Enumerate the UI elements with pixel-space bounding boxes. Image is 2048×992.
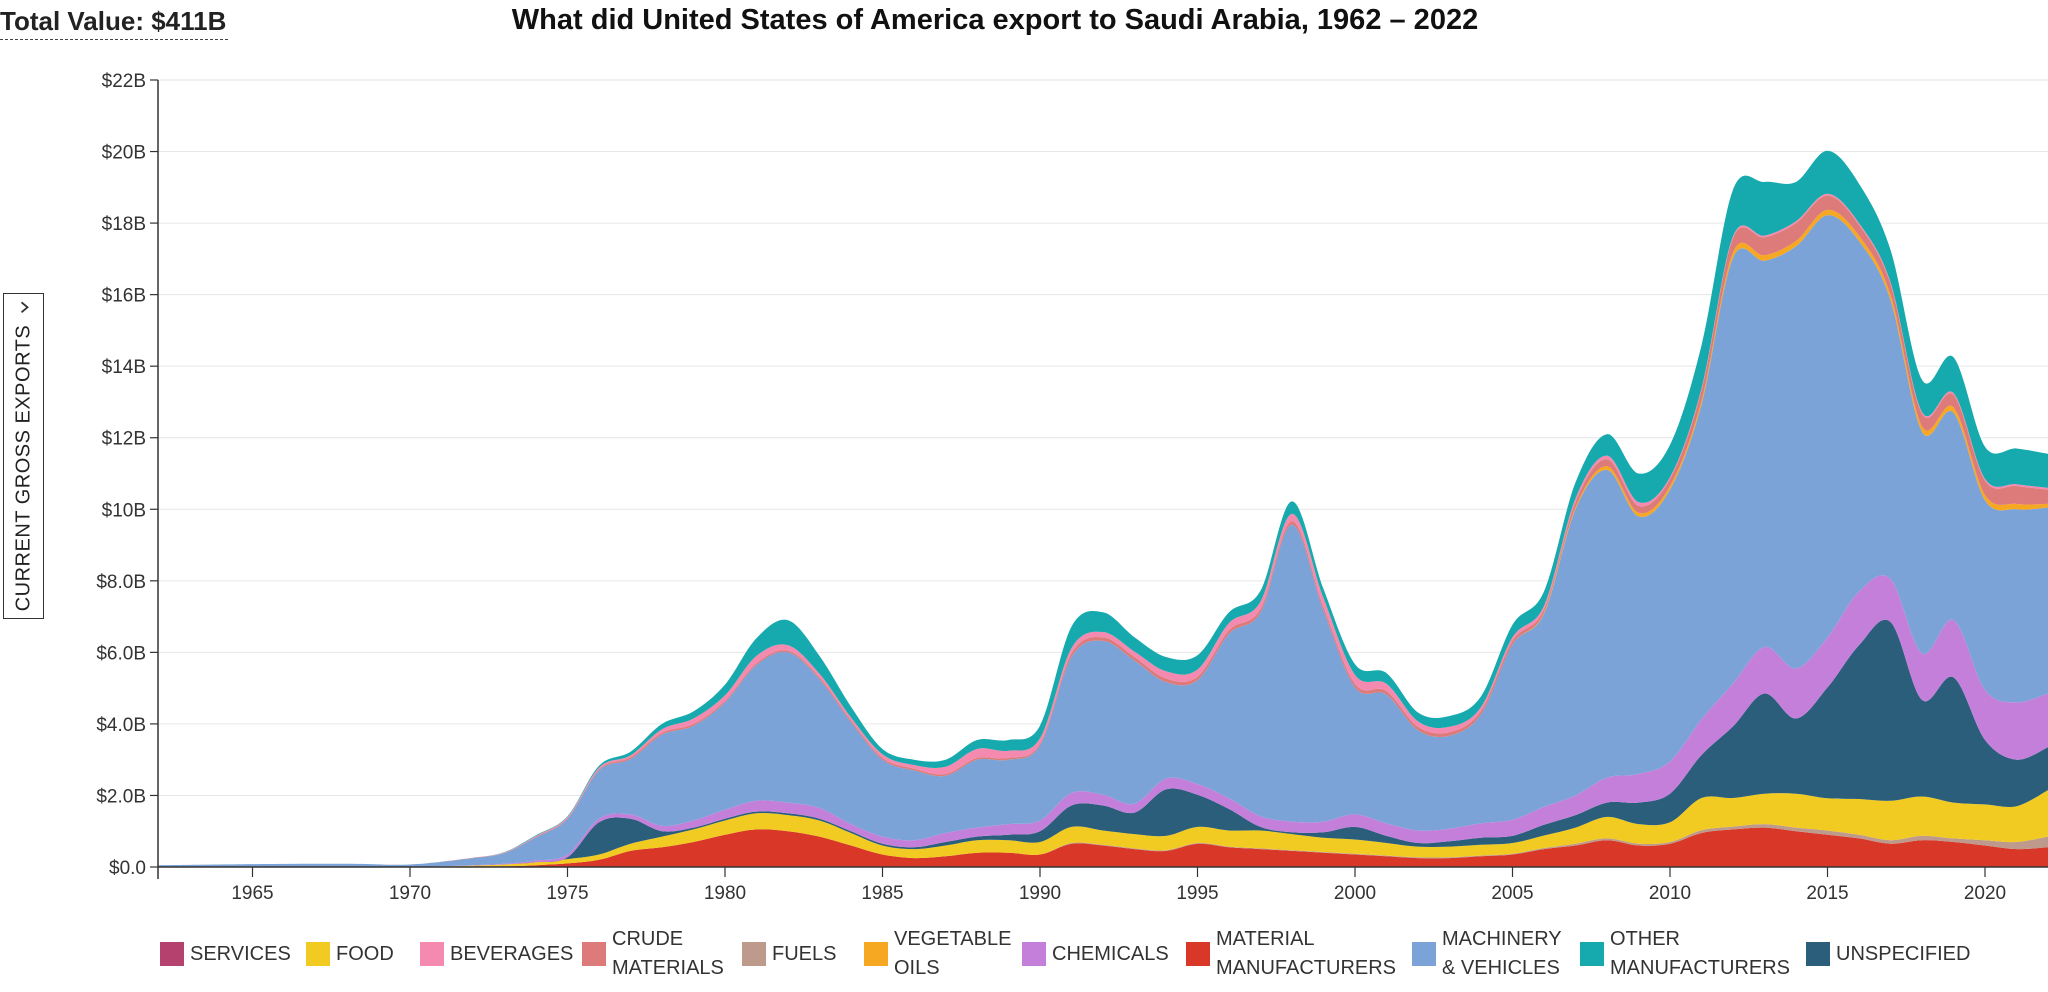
x-tick-label: 2010 [1649, 883, 1691, 900]
legend-label: SERVICES [190, 942, 291, 965]
legend-label: VEGETABLE OILS [894, 928, 1012, 979]
measure-selector-button[interactable]: CURRENT GROSS EXPORTS [3, 293, 44, 619]
legend-item[interactable]: CRUDE MATERIALS [582, 924, 724, 984]
y-tick-label: $18B [102, 214, 146, 235]
legend-swatch [1022, 942, 1046, 966]
legend-label: FOOD [336, 942, 394, 965]
y-tick-label: $0.0 [109, 858, 146, 879]
legend-item[interactable]: OTHER MANUFACTURERS [1580, 924, 1790, 984]
x-axis-ticks: 1965 1970 1975 1980 1985 1990 1995 2000 2005 2010… [231, 867, 2006, 900]
legend-swatch [1580, 942, 1604, 966]
area-chemicals[interactable] [158, 575, 2048, 868]
legend-item[interactable]: UNSPECIFIED [1806, 924, 1970, 984]
legend-item[interactable]: MACHINERY & VEHICLES [1412, 924, 1562, 984]
x-tick-label: 1965 [231, 883, 273, 900]
legend-swatch [1412, 942, 1436, 966]
x-tick-label: 1995 [1176, 883, 1218, 900]
y-tick-label: $14B [102, 357, 146, 378]
legend-item[interactable]: VEGETABLE OILS [864, 924, 1011, 984]
legend-label: CRUDE MATERIALS [612, 928, 724, 979]
legend-item[interactable]: FUELS [742, 924, 836, 984]
x-tick-label: 1970 [389, 883, 431, 900]
area-unspecified[interactable] [158, 619, 2048, 868]
axes [157, 80, 2048, 879]
legend-label: UNSPECIFIED [1836, 942, 1971, 965]
legend-swatch [420, 942, 444, 966]
total-value-label[interactable]: Total Value: $411B [0, 6, 229, 40]
legend-swatch [582, 942, 606, 966]
x-tick-label: 1975 [546, 883, 588, 900]
area-other-manufacturers[interactable] [158, 150, 2048, 866]
area-machinery-vehicles[interactable] [158, 215, 2048, 868]
legend-item[interactable]: CHEMICALS [1022, 924, 1169, 984]
legend-swatch [742, 942, 766, 966]
chevron-down-icon [20, 302, 29, 314]
x-tick-label: 1985 [861, 883, 903, 900]
legend-item[interactable]: FOOD [306, 924, 394, 984]
legend-label: FUELS [772, 942, 837, 965]
area-series-group[interactable] [158, 150, 2048, 868]
area-food[interactable] [158, 790, 2048, 868]
y-tick-label: $8.0B [96, 572, 146, 593]
legend-label: OTHER MANUFACTURERS [1610, 928, 1791, 979]
y-tick-label: $4.0B [96, 715, 146, 736]
legend-swatch [160, 942, 184, 966]
legend-label: MACHINERY & VEHICLES [1442, 928, 1562, 979]
legend-swatch [864, 942, 888, 966]
legend-label: BEVERAGES [450, 942, 574, 965]
chart-title: What did United States of America export… [511, 4, 1479, 36]
y-tick-label: $22B [102, 71, 146, 92]
legend-swatch [1186, 942, 1210, 966]
y-tick-label: $10B [102, 500, 146, 521]
legend-item[interactable]: MATERIAL MANUFACTURERS [1186, 924, 1396, 984]
y-tick-label: $2.0B [96, 786, 146, 807]
x-tick-label: 1990 [1019, 883, 1061, 900]
y-tick-label: $20B [102, 143, 146, 164]
legend-label: CHEMICALS [1052, 942, 1169, 965]
x-tick-label: 1980 [704, 883, 746, 900]
legend-item[interactable]: SERVICES [160, 924, 291, 984]
y-axis-ticks: $0.0 $2.0B $4.0B $6.0B $8.0B $10B $12B $14B $16B… [96, 71, 158, 879]
x-tick-label: 2005 [1491, 883, 1533, 900]
y-tick-label: $12B [102, 429, 146, 450]
x-tick-label: 2020 [1964, 883, 2006, 900]
legend-swatch [306, 942, 330, 966]
area-material-manufacturers[interactable] [158, 827, 2048, 868]
legend: SERVICES FOOD BEVERAGES CRUDE MATERIALS FUEL… [160, 924, 2040, 984]
x-tick-label: 2015 [1806, 883, 1848, 900]
y-tick-label: $6.0B [96, 643, 146, 664]
y-tick-label: $16B [102, 286, 146, 307]
legend-swatch [1806, 942, 1830, 966]
x-tick-label: 2000 [1334, 883, 1376, 900]
stacked-area-chart: $0.0 $2.0B $4.0B $6.0B $8.0B $10B $12B $14B $16B… [96, 71, 2048, 900]
legend-item[interactable]: BEVERAGES [420, 924, 573, 984]
legend-label: MATERIAL MANUFACTURERS [1216, 928, 1397, 979]
